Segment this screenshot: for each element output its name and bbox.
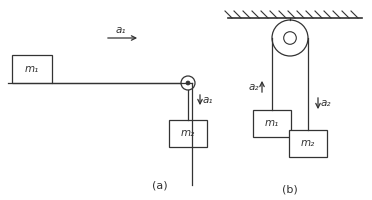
Text: a₁: a₁ — [203, 95, 214, 105]
Text: m₂: m₂ — [181, 129, 195, 138]
Text: (a): (a) — [152, 180, 168, 190]
Bar — [289, 130, 327, 157]
Text: m₂: m₂ — [301, 138, 315, 148]
Bar — [12, 55, 52, 83]
Bar — [169, 120, 207, 147]
Text: a₂: a₂ — [248, 82, 259, 92]
Text: a₁: a₁ — [115, 25, 126, 35]
Bar — [253, 110, 291, 137]
Text: m₁: m₁ — [25, 64, 39, 74]
Text: (b): (b) — [282, 185, 298, 195]
Text: m₁: m₁ — [265, 118, 279, 129]
Text: a₂: a₂ — [321, 98, 331, 108]
Circle shape — [186, 81, 190, 85]
